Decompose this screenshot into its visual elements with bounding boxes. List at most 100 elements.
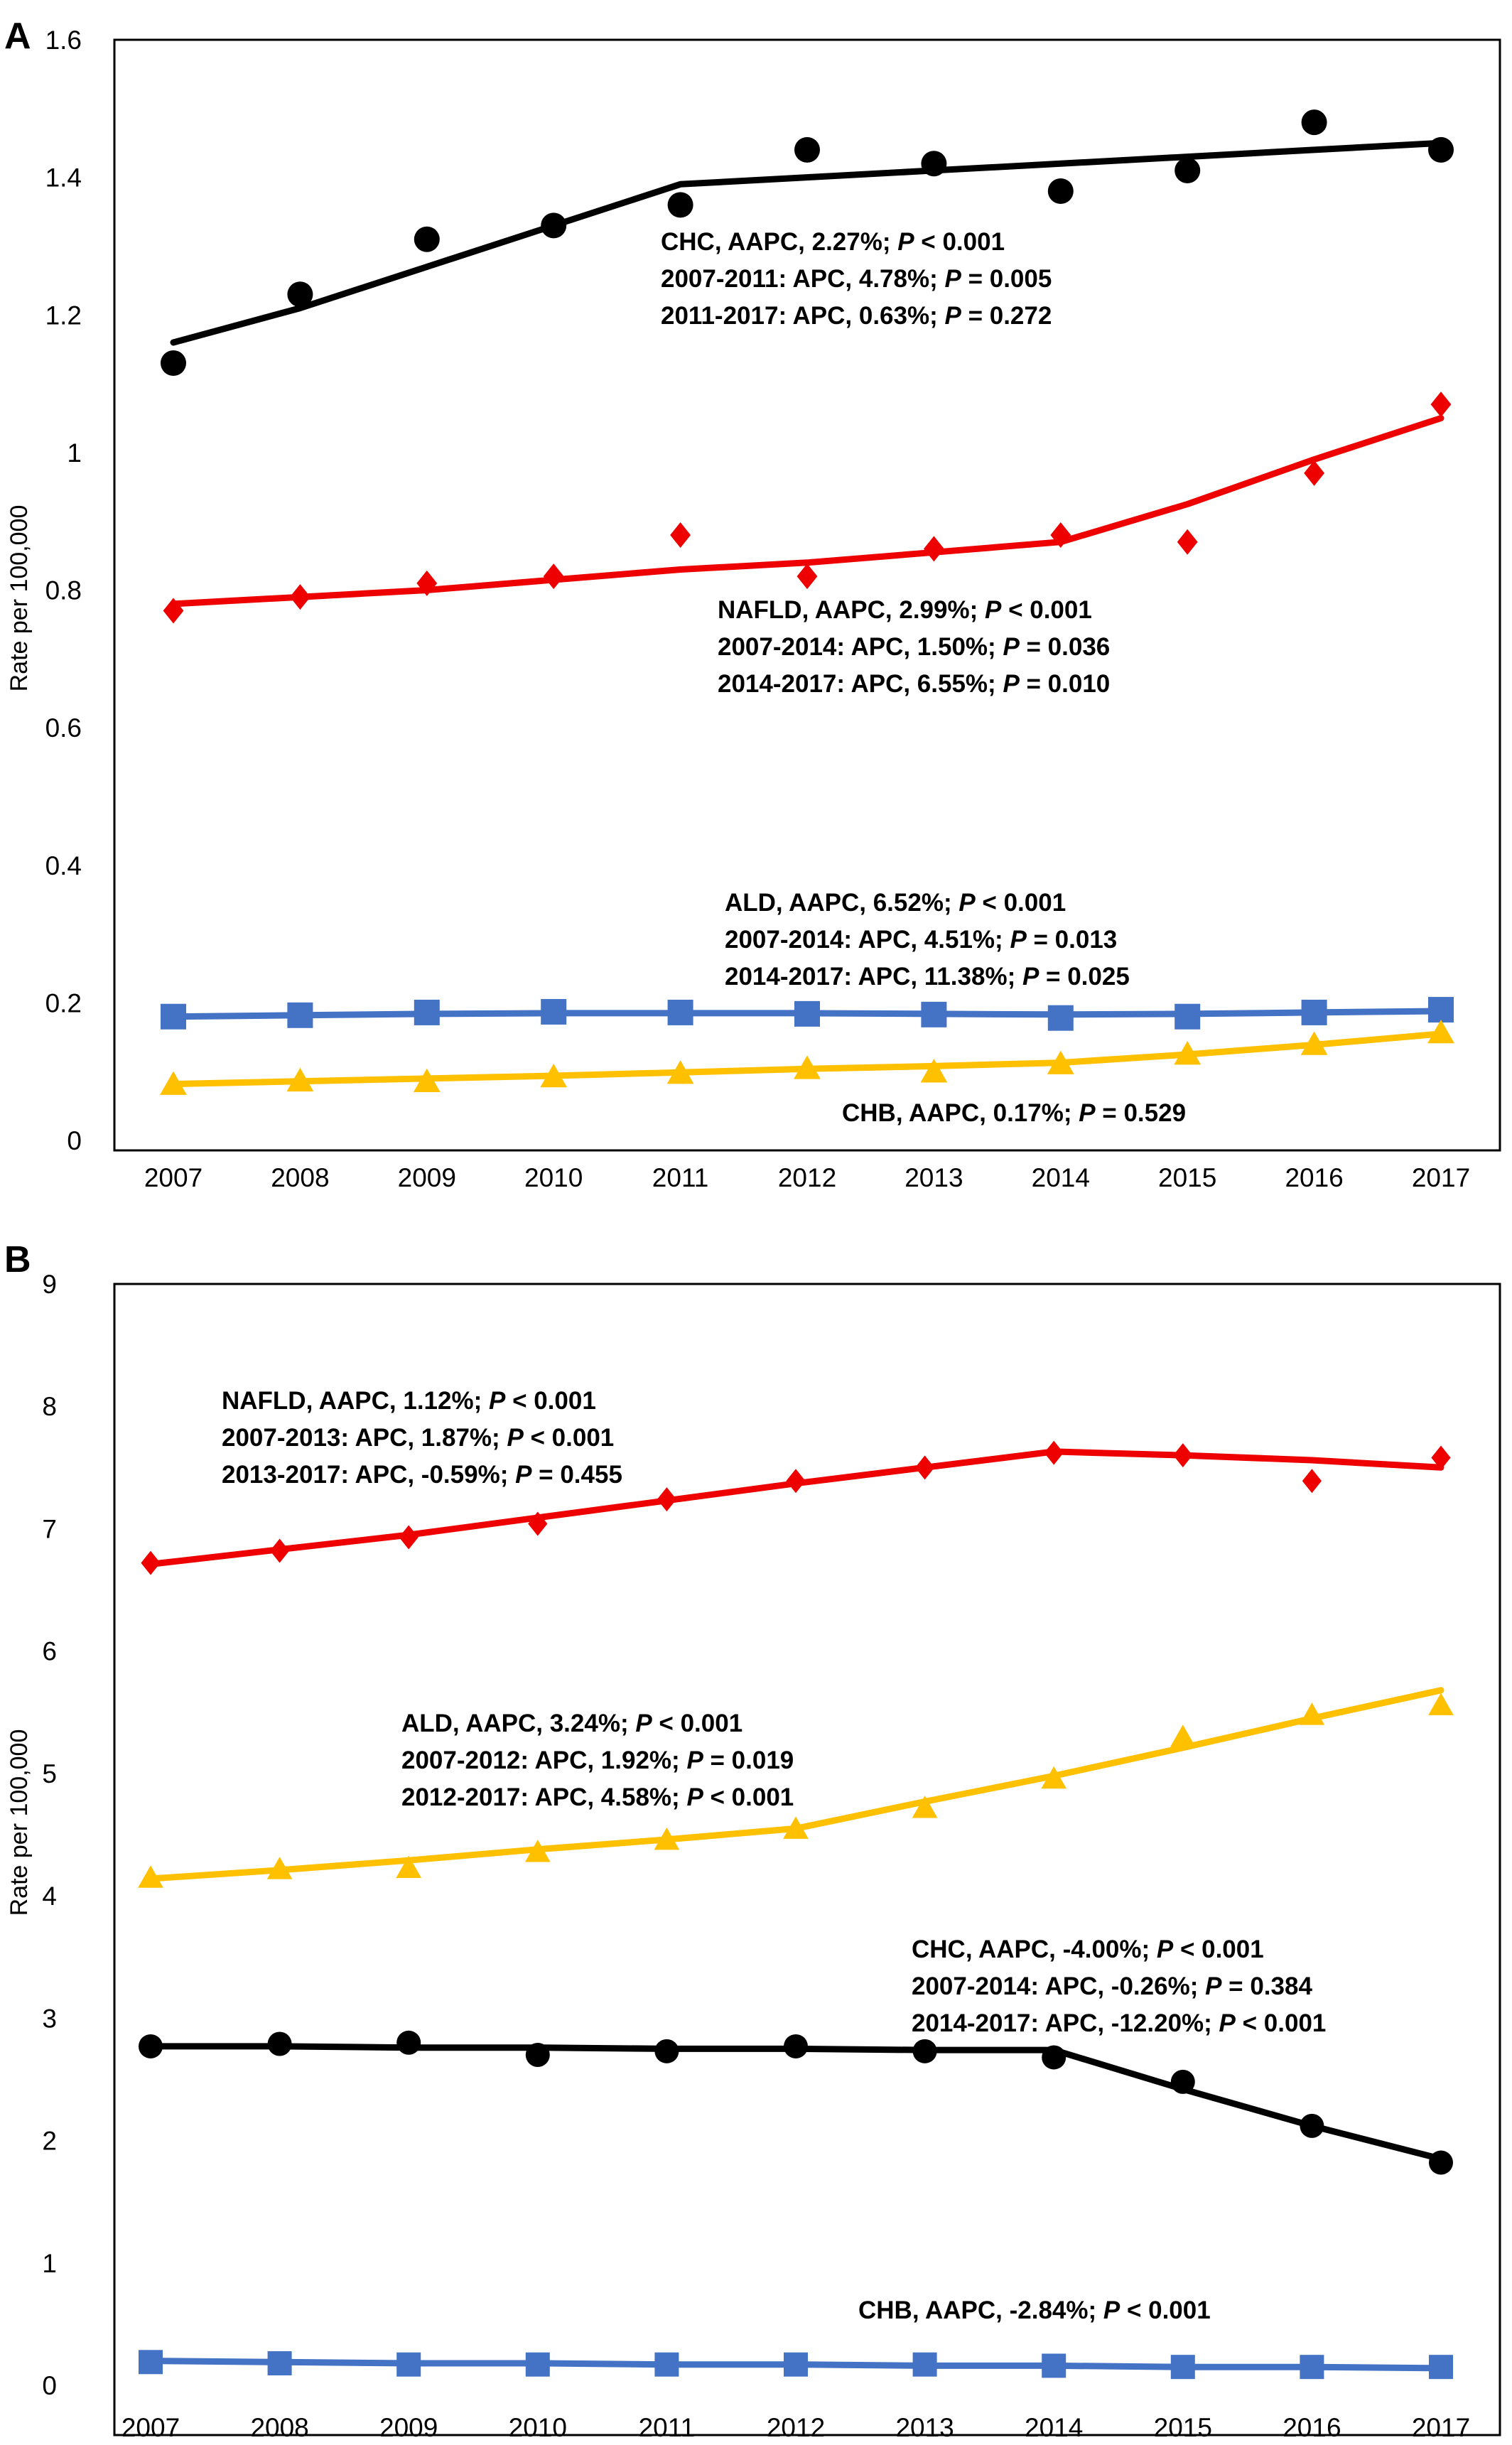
data-point-ald — [266, 1857, 293, 1879]
y-tick-label: 1.2 — [45, 301, 82, 330]
data-point-chc — [1429, 2150, 1453, 2175]
data-point-ald — [524, 1840, 551, 1862]
data-point-chc — [396, 2030, 421, 2055]
annotation-ald: 2007-2012: APC, 1.92%; P = 0.019 — [401, 1747, 794, 1774]
panel-a: A Rate per 100,000 0 0.2 0.4 0.6 0.8 1 1.2 1.4 1… — [4, 16, 1501, 1192]
data-point-chb — [413, 1068, 441, 1093]
data-point-ald — [783, 1816, 809, 1839]
data-point-nafld — [399, 1525, 418, 1550]
panel-label: A — [4, 16, 31, 57]
data-point-chb — [666, 1060, 694, 1084]
data-point-chb — [912, 2352, 937, 2377]
data-point-nafld — [141, 1550, 161, 1575]
data-point-ald — [921, 1001, 947, 1027]
x-tick-label: 2009 — [398, 1163, 456, 1192]
data-point-nafld — [1177, 529, 1198, 555]
data-point-chb — [525, 2352, 550, 2377]
y-tick-label: 3 — [42, 2004, 57, 2033]
x-tick-label: 2011 — [652, 1163, 709, 1192]
observed-markers — [160, 109, 1454, 1095]
data-point-nafld — [270, 1538, 290, 1563]
y-axis-label: Rate per 100,000 — [6, 1729, 33, 1916]
data-point-ald — [396, 1855, 422, 1878]
annotation-nafld: NAFLD, AAPC, 2.99%; P < 0.001 — [718, 596, 1092, 624]
data-point-chb — [1300, 2355, 1324, 2380]
y-tick-label: 9 — [42, 1270, 57, 1299]
x-tick-label: 2012 — [767, 2413, 825, 2442]
x-tick-label: 2010 — [509, 2413, 567, 2442]
x-tick-label: 2013 — [895, 2413, 954, 2442]
data-point-chc — [161, 350, 186, 377]
data-point-nafld — [796, 563, 818, 590]
data-point-nafld — [290, 584, 310, 610]
plot-frame — [113, 38, 1501, 1152]
y-tick-label: 1 — [67, 438, 82, 468]
y-tick-label: 0 — [67, 1126, 82, 1155]
x-tick-label: 2016 — [1282, 2413, 1341, 2442]
annotation-chc: 2007-2014: APC, -0.26%; P = 0.384 — [912, 1972, 1312, 2000]
data-point-chc — [1170, 2069, 1195, 2094]
data-point-nafld — [924, 536, 944, 562]
data-point-chc — [541, 212, 567, 239]
data-point-ald — [1428, 1693, 1454, 1715]
data-point-ald — [654, 1827, 680, 1850]
annotation-chc: CHC, AAPC, -4.00%; P < 0.001 — [912, 1936, 1264, 1963]
y-axis-label: Rate per 100,000 — [6, 505, 33, 692]
annotation-ald: 2014-2017: APC, 11.38%; P = 0.025 — [725, 963, 1130, 991]
x-tick-label: 2013 — [904, 1163, 963, 1192]
x-tick-label: 2014 — [1032, 1163, 1090, 1192]
data-point-chb — [1427, 1020, 1454, 1044]
observed-markers — [138, 1440, 1454, 2380]
data-point-chb — [654, 2352, 679, 2377]
annotation-chc: CHC, AAPC, 2.27%; P < 0.001 — [661, 228, 1005, 256]
data-point-chc — [525, 2043, 550, 2067]
data-point-chc — [1047, 178, 1074, 204]
data-point-nafld — [1050, 522, 1071, 549]
data-point-chb — [160, 1071, 187, 1095]
data-point-ald — [161, 1003, 186, 1030]
data-point-ald — [667, 999, 693, 1025]
annotation-nafld: 2013-2017: APC, -0.59%; P = 0.455 — [222, 1461, 622, 1489]
fitted-line-nafld — [170, 415, 1444, 608]
x-tick-label: 2012 — [778, 1163, 836, 1192]
data-point-chb — [286, 1067, 314, 1092]
x-tick-label: 2011 — [639, 2413, 696, 2442]
y-tick-label: 4 — [42, 1882, 57, 1911]
data-point-ald — [794, 1000, 820, 1027]
y-tick-label: 1.6 — [45, 26, 82, 55]
y-tick-labels: 0 0.2 0.4 0.6 0.8 1 1.2 1.4 1.6 — [45, 26, 82, 1155]
y-tick-label: 0.6 — [45, 713, 82, 743]
data-point-ald — [1041, 1766, 1067, 1789]
x-tick-label: 2015 — [1154, 2413, 1212, 2442]
data-point-nafld — [915, 1455, 935, 1480]
data-point-chc — [921, 151, 947, 177]
x-tick-label: 2008 — [250, 2413, 308, 2442]
data-point-chb — [1170, 2355, 1195, 2380]
data-point-chc — [414, 226, 440, 252]
data-point-chc — [794, 136, 820, 163]
data-point-chc — [1174, 157, 1201, 183]
data-point-nafld — [416, 570, 438, 596]
annotations: CHC, AAPC, 2.27%; P < 0.001 2007-2011: AP… — [661, 228, 1186, 1127]
data-point-chb — [1174, 1041, 1202, 1065]
data-point-ald — [541, 998, 567, 1025]
data-point-nafld — [786, 1469, 806, 1494]
annotation-chb: CHB, AAPC, 0.17%; P = 0.529 — [842, 1099, 1186, 1127]
y-tick-label: 1.4 — [45, 163, 82, 193]
annotation-chc: 2011-2017: APC, 0.63%; P = 0.272 — [661, 302, 1052, 330]
data-point-nafld — [528, 1511, 548, 1536]
data-point-chb — [540, 1063, 568, 1088]
x-tick-label: 2016 — [1285, 1163, 1343, 1192]
data-point-chb — [1047, 1050, 1074, 1074]
x-tick-labels: 2007 2008 2009 2010 2011 2012 2013 2014 2015 2016… — [144, 1163, 1470, 1192]
data-point-ald — [1428, 997, 1454, 1023]
x-tick-label: 2017 — [1412, 1163, 1470, 1192]
data-point-chc — [784, 2034, 808, 2058]
y-tick-label: 0 — [42, 2371, 57, 2400]
x-tick-label: 2010 — [524, 1163, 583, 1192]
data-point-nafld — [1430, 392, 1452, 418]
data-point-nafld — [1431, 1445, 1451, 1470]
